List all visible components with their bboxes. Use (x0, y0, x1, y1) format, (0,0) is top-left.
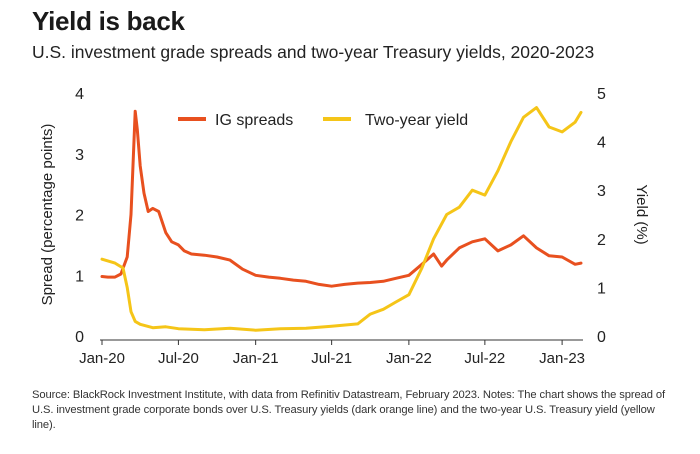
chart-title: Yield is back (32, 6, 185, 36)
y-tick-left: 3 (75, 147, 84, 164)
y-tick-right: 2 (597, 232, 606, 249)
x-tick-label: Jul-22 (464, 350, 505, 367)
y-tick-left: 2 (75, 208, 84, 225)
x-tick-label: Jul-21 (311, 350, 352, 367)
legend-label: Two-year yield (365, 112, 468, 129)
chart-subtitle: U.S. investment grade spreads and two-ye… (32, 42, 595, 62)
y-tick-left: 0 (75, 329, 84, 346)
series-line-two-year-yield (100, 106, 583, 332)
x-tick-label: Jan-23 (539, 350, 585, 367)
y-tick-right: 1 (597, 280, 606, 297)
x-tick-label: Jan-21 (233, 350, 279, 367)
y-tick-right: 3 (597, 183, 606, 200)
y-tick-right: 4 (597, 135, 606, 152)
y-axis-label-left: Spread (percentage points) (39, 124, 56, 306)
legend-label: IG spreads (215, 112, 293, 129)
y-tick-left: 1 (75, 268, 84, 285)
source-note: Source: BlackRock Investment Institute, … (32, 389, 666, 431)
x-tick-label: Jan-22 (386, 350, 432, 367)
x-tick-label: Jan-20 (79, 350, 125, 367)
y-tick-right: 0 (597, 329, 606, 346)
y-tick-right: 5 (597, 86, 606, 103)
y-axis-label-right: Yield (%) (633, 184, 650, 244)
x-tick-label: Jul-20 (158, 350, 199, 367)
y-tick-left: 4 (75, 86, 84, 103)
line-chart: 0 1 2 3 4 0 1 2 3 4 5 Jan-20 Jul-20 Jan-21 Jul-21 Jan-2… (39, 86, 650, 367)
series-line-ig-spreads (100, 109, 583, 288)
